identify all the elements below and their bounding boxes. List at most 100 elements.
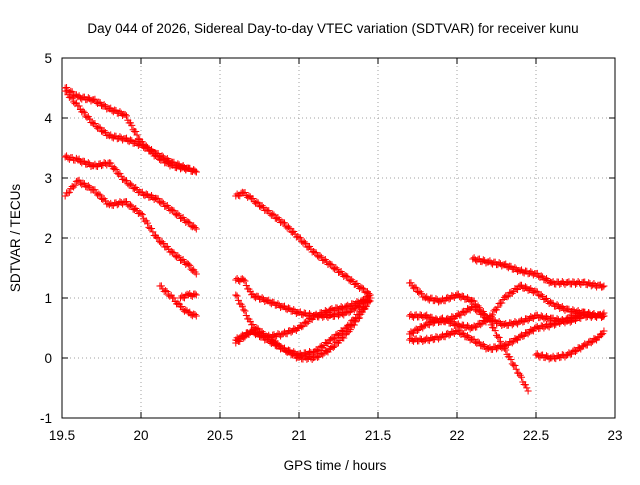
data-point <box>345 322 353 330</box>
data-point <box>144 219 152 227</box>
data-point <box>84 159 92 167</box>
data-point <box>512 365 520 373</box>
data-point <box>70 183 78 191</box>
data-point <box>508 339 516 347</box>
series-track-d <box>61 176 200 278</box>
data-point <box>303 319 311 327</box>
data-point <box>550 321 558 329</box>
data-point <box>532 287 540 295</box>
data-point <box>240 334 248 342</box>
data-point <box>96 191 104 199</box>
y-tick-label: 5 <box>44 51 52 66</box>
data-point <box>502 346 510 354</box>
data-point <box>469 297 477 305</box>
data-point <box>568 350 576 358</box>
data-point <box>521 283 529 291</box>
data-point <box>184 260 192 268</box>
data-point <box>487 312 495 320</box>
data-point <box>503 341 511 349</box>
data-point <box>192 168 200 176</box>
data-point <box>340 327 348 335</box>
data-point <box>191 167 199 175</box>
data-point <box>594 334 602 342</box>
data-point <box>157 282 165 290</box>
y-tick-label: 2 <box>44 231 52 246</box>
x-axis-label: GPS time / hours <box>284 458 387 473</box>
data-point <box>65 188 73 196</box>
data-point <box>274 300 282 308</box>
y-tick-label: 1 <box>44 291 52 306</box>
data-point <box>600 327 608 335</box>
data-point <box>495 334 503 342</box>
data-point <box>170 249 178 257</box>
data-point <box>91 186 99 194</box>
data-point <box>514 285 522 293</box>
data-point <box>240 276 248 284</box>
data-point <box>587 339 595 347</box>
data-point <box>159 240 167 248</box>
data-point <box>126 201 134 209</box>
x-tick-label: 20.5 <box>207 428 233 443</box>
data-point <box>461 309 469 317</box>
data-point <box>149 228 157 236</box>
data-point <box>138 211 146 219</box>
data-point <box>366 294 374 302</box>
data-point <box>599 283 607 291</box>
data-point <box>174 252 182 260</box>
data-point <box>170 294 178 302</box>
data-point <box>192 225 200 233</box>
data-point <box>483 316 491 324</box>
series-track-n <box>406 308 608 353</box>
data-point <box>158 152 166 160</box>
data-point <box>75 102 83 110</box>
data-point <box>284 223 292 231</box>
data-point <box>163 287 171 295</box>
data-point <box>331 342 339 350</box>
data-point <box>341 331 349 339</box>
series-track-p <box>469 254 608 291</box>
data-point <box>445 295 453 303</box>
data-point <box>84 182 92 190</box>
data-point <box>241 333 249 341</box>
data-point <box>361 304 369 312</box>
data-point <box>599 310 607 318</box>
series-track-b <box>61 87 200 176</box>
series-track-k <box>232 294 374 347</box>
data-point <box>537 291 545 299</box>
data-point <box>132 138 140 146</box>
data-point <box>553 301 561 309</box>
data-point <box>258 330 266 338</box>
data-point <box>329 344 337 352</box>
data-point <box>121 111 129 119</box>
x-tick-label: 22.5 <box>523 428 549 443</box>
data-point <box>457 311 465 319</box>
data-point <box>253 198 261 206</box>
data-point <box>357 307 365 315</box>
data-point <box>312 249 320 257</box>
data-point <box>313 353 321 361</box>
data-point <box>186 219 194 227</box>
data-point <box>241 277 249 285</box>
data-point <box>470 335 478 343</box>
data-point <box>191 290 199 298</box>
data-point <box>519 333 527 341</box>
y-tick-label: 4 <box>44 111 52 126</box>
data-point <box>281 219 289 227</box>
chart-title: Day 044 of 2026, Sidereal Day-to-day VTE… <box>87 21 578 36</box>
data-point <box>518 373 526 381</box>
data-point <box>138 140 146 148</box>
x-tick-label: 23 <box>607 428 622 443</box>
series-track-e <box>156 282 200 320</box>
data-point <box>340 334 348 342</box>
x-tick-label: 21 <box>291 428 306 443</box>
data-point <box>494 333 502 341</box>
data-point <box>91 120 99 128</box>
data-point <box>274 341 282 349</box>
data-point <box>112 166 120 174</box>
data-point <box>71 181 79 189</box>
data-point <box>158 198 166 206</box>
data-point <box>296 234 304 242</box>
data-point <box>232 291 240 299</box>
gridlines <box>62 58 615 418</box>
data-point <box>178 303 186 311</box>
